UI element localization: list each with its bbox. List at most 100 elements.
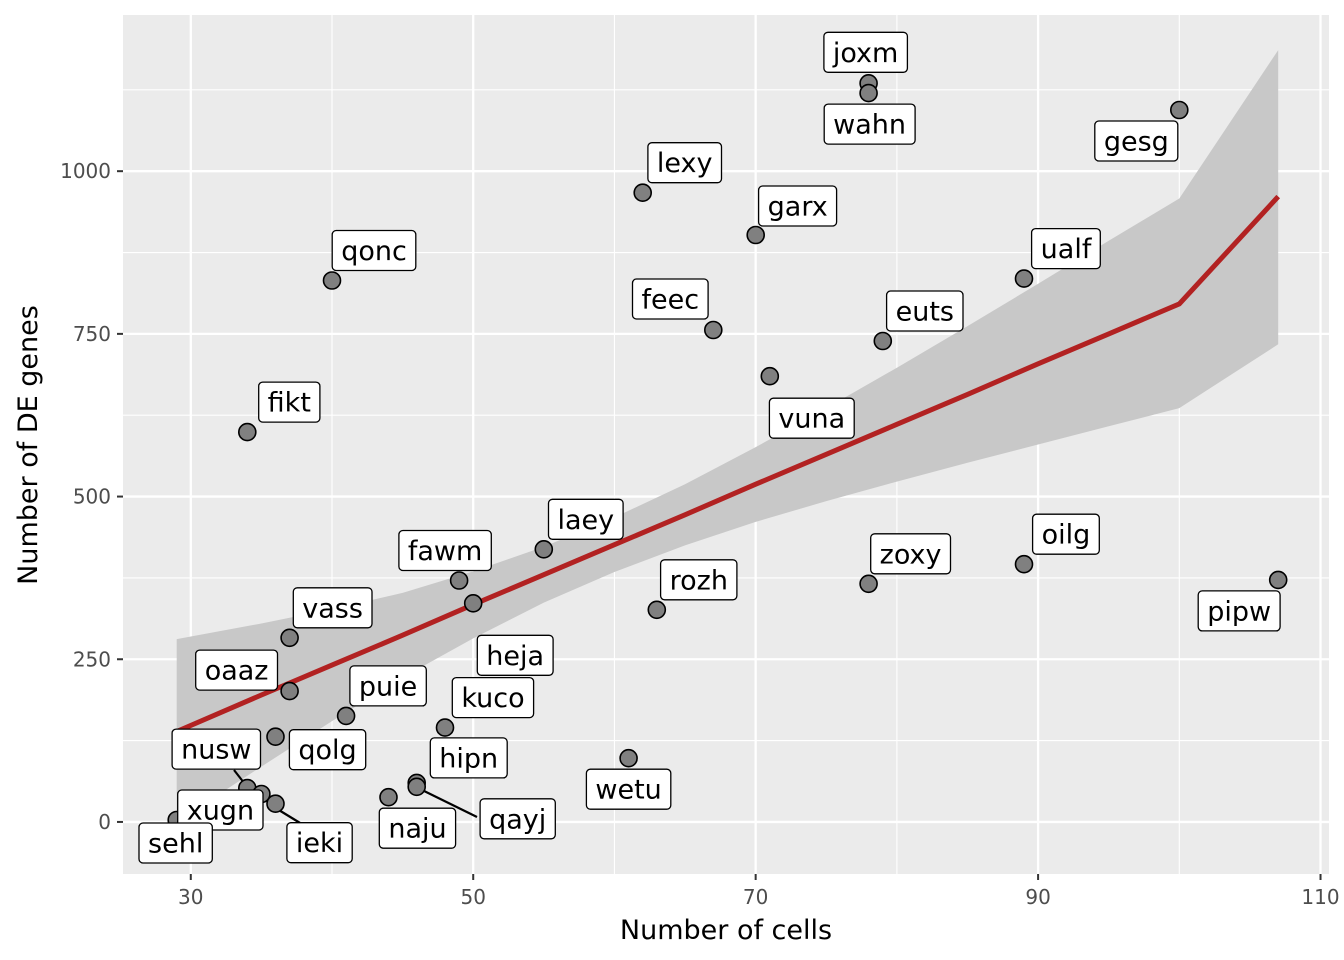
point-label: sehl: [138, 822, 213, 864]
point-label-text: vass: [302, 593, 363, 624]
point-label: qonc: [331, 229, 417, 272]
data-point: [435, 718, 455, 737]
data-point: [1268, 570, 1288, 590]
point-label-box: [378, 807, 457, 849]
point-label-box: [1197, 590, 1281, 632]
data-point: [463, 593, 483, 613]
point-label-text: wahn: [833, 110, 906, 141]
point-label: feec: [631, 278, 709, 320]
point-label: ualf: [1030, 227, 1101, 270]
axes: 30 50 70 90 110 0 250 500 750 1000: [60, 159, 1340, 909]
point-label: qolg: [288, 729, 367, 771]
point-label: vuna: [768, 397, 855, 439]
point-label: garx: [757, 185, 838, 227]
point-label-box: [823, 103, 916, 145]
point-label-box: [349, 665, 427, 707]
data-point: [1014, 554, 1034, 574]
y-tick-label: 250: [73, 647, 111, 671]
point-label: naju: [378, 807, 457, 849]
data-point: [238, 422, 257, 442]
point-label-box: [647, 142, 723, 184]
point-label: oaaz: [195, 649, 279, 691]
point-label: xugn: [177, 789, 264, 831]
data-point: [379, 787, 398, 807]
point-label: pipw: [1197, 590, 1281, 632]
point-label-box: [1094, 120, 1179, 162]
point-label: fikt: [258, 381, 321, 423]
point-label-box: [398, 529, 492, 572]
y-tick-label: 1000: [60, 159, 111, 183]
data-point: [619, 748, 638, 768]
point-label-box: [547, 498, 624, 540]
point-label-text: garx: [768, 192, 828, 223]
point-label-box: [585, 768, 672, 810]
point-label-box: [476, 634, 554, 676]
point-label-box: [195, 649, 279, 691]
y-tick-label: 750: [73, 322, 111, 346]
data-point: [859, 574, 878, 594]
point-label: euts: [885, 290, 964, 332]
data-point: [633, 183, 653, 202]
point-label-text: xugn: [187, 796, 254, 827]
point-label: oilg: [1031, 513, 1100, 555]
data-point: [336, 706, 356, 726]
point-label-box: [479, 798, 556, 840]
point-label-box: [177, 789, 264, 831]
point-label-box: [138, 822, 213, 864]
point-label-box: [757, 185, 838, 227]
data-point: [859, 83, 878, 103]
point-label-text: oilg: [1042, 520, 1091, 551]
point-label-text: wetu: [595, 775, 661, 806]
data-point: [873, 331, 893, 351]
point-label-text: qolg: [298, 735, 356, 766]
point-label-text: joxm: [832, 38, 898, 69]
x-tick-label: 90: [1025, 885, 1050, 909]
x-tick-label: 70: [743, 885, 768, 909]
point-label: puie: [349, 665, 427, 707]
point-label-box: [429, 737, 508, 779]
point-label-text: pipw: [1207, 596, 1271, 627]
point-label-box: [292, 587, 373, 629]
point-label-text: hipn: [439, 743, 498, 774]
data-point: [280, 628, 299, 648]
point-label-box: [659, 559, 738, 601]
point-label: wetu: [585, 768, 672, 810]
point-label: fawm: [398, 529, 492, 572]
x-tick-label: 30: [178, 885, 203, 909]
label-segment: [417, 787, 478, 818]
point-label-text: feec: [642, 285, 700, 316]
x-axis-title: Number of cells: [620, 915, 832, 946]
point-label-text: fikt: [268, 388, 311, 419]
point-label-text: oaaz: [205, 656, 269, 687]
point-label-box: [1030, 227, 1101, 270]
point-label-box: [885, 290, 964, 332]
point-label-box: [631, 278, 709, 320]
point-label: hipn: [429, 737, 508, 779]
data-point: [1170, 100, 1189, 120]
point-label-text: euts: [896, 297, 954, 328]
data-point: [760, 366, 780, 386]
point-label-box: [451, 676, 535, 719]
data-point: [534, 539, 554, 559]
y-axis-title: Number of DE genes: [13, 305, 44, 585]
x-tick-label: 50: [460, 885, 485, 909]
point-label-text: qayj: [489, 804, 546, 835]
data-point: [407, 777, 427, 797]
fit-line: [175, 194, 1281, 734]
confidence-ribbon: [176, 50, 1279, 822]
point-label-box: [1031, 513, 1100, 555]
point-label: joxm: [823, 31, 909, 73]
data-point: [266, 727, 285, 747]
point-label: laey: [547, 498, 624, 540]
point-label-box: [768, 397, 855, 439]
point-label-text: nusw: [181, 735, 251, 766]
data-point: [449, 571, 469, 590]
point-label-text: naju: [388, 814, 446, 845]
point-label-box: [286, 822, 353, 864]
point-label-text: gesg: [1104, 127, 1169, 158]
point-label-text: sehl: [148, 829, 203, 860]
point-label-text: qonc: [341, 236, 407, 267]
point-label-text: ualf: [1041, 234, 1093, 265]
y-tick-label: 500: [73, 485, 111, 509]
